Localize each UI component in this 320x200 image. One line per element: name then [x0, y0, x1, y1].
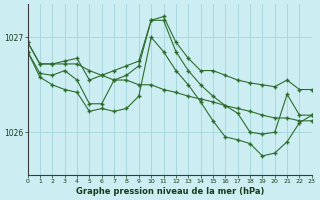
X-axis label: Graphe pression niveau de la mer (hPa): Graphe pression niveau de la mer (hPa) [76, 187, 264, 196]
